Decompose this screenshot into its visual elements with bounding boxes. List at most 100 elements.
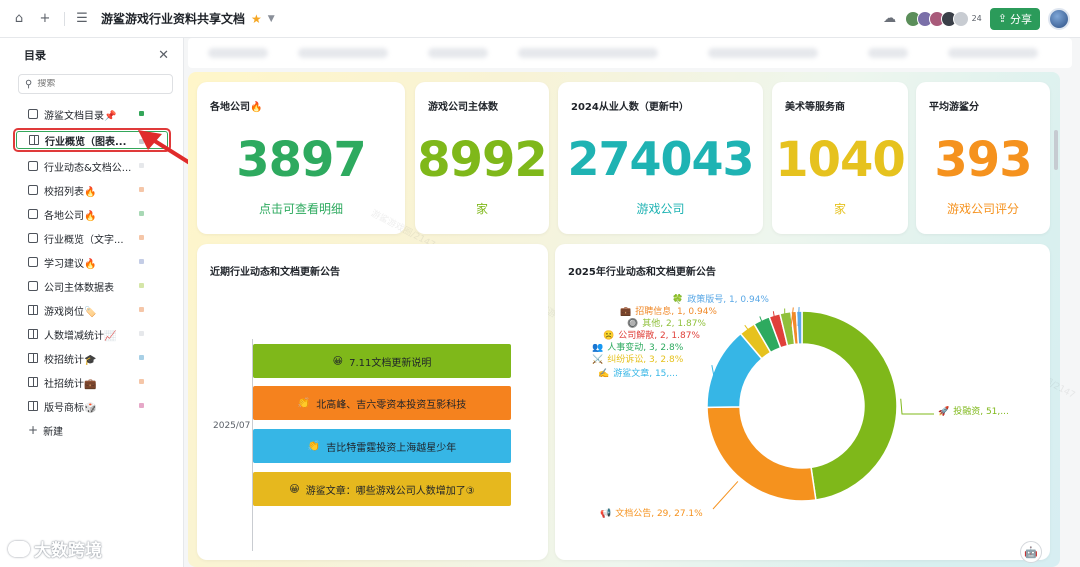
search-input[interactable] xyxy=(37,79,148,89)
share-label: 分享 xyxy=(1010,12,1032,26)
sidebar-item[interactable]: 校招列表🔥 xyxy=(0,178,183,202)
kpi-card[interactable]: 2024从业人数（更新中） 274043 游戏公司 xyxy=(558,82,763,234)
timeline-item-text: 7.11文档更新说明 xyxy=(349,357,432,369)
timeline-item-text: 吉比特雷霆投资上海越星少年 xyxy=(326,442,457,454)
donut-label: 🔘 其他, 2, 1.87% xyxy=(627,317,706,329)
donut-label: 🍀 政策版号, 1, 0.94% xyxy=(672,293,769,305)
timeline-item[interactable]: 😀 游鲨文章：哪些游戏公司人数增加了③ xyxy=(253,472,511,506)
status-dot xyxy=(139,211,144,216)
donut-slice[interactable] xyxy=(706,406,817,502)
home-icon[interactable]: ⌂ xyxy=(14,11,24,26)
donut-label-emoji: 🔘 xyxy=(627,317,638,329)
star-icon[interactable]: ★ xyxy=(251,11,262,26)
donut-leader-line xyxy=(711,365,716,383)
donut-label-text: 纠纷诉讼, 3, 2.8% xyxy=(607,353,683,365)
sidebar-item[interactable]: 版号商标🎲 xyxy=(0,394,183,418)
kpi-value: 274043 xyxy=(567,132,754,186)
kpi-value: 393 xyxy=(934,132,1032,188)
donut-slice[interactable] xyxy=(801,310,898,501)
status-dot xyxy=(139,259,144,264)
kpi-subtitle: 游戏公司评分 xyxy=(946,202,1019,216)
donut-leader-line xyxy=(744,324,761,347)
grid-icon xyxy=(28,353,38,363)
kpi-card[interactable]: 各地公司🔥 3897 点击可查看明细 xyxy=(197,82,405,234)
donut-leader-line xyxy=(900,398,934,415)
kpi-subtitle: 游戏公司 xyxy=(636,202,685,216)
sidebar-item-label: 版号商标🎲 xyxy=(44,402,97,414)
sidebar: 目录 ✕ ⚲ 游鲨文档目录📌 行业概览（图表... 行业动态&文档公... 校招列表🔥… xyxy=(0,38,184,567)
new-button[interactable]: + 新建 xyxy=(0,418,183,442)
kpi-card[interactable]: 美术等服务商 1040 家 xyxy=(772,82,908,234)
sidebar-item-label: 校招列表🔥 xyxy=(44,186,97,198)
sidebar-title: 目录 xyxy=(24,49,46,62)
top-bar: ⌂ + ☰ 游鲨游戏行业资料共享文档 ★ ▼ ☁ 24 ⇪ 分享 xyxy=(0,0,1080,38)
grid-icon xyxy=(28,377,38,387)
kpi-card[interactable]: 平均游鲨分 393 游戏公司评分 xyxy=(916,82,1050,234)
donut-leader-line xyxy=(712,481,739,510)
kpi-title: 各地公司🔥 xyxy=(210,102,263,113)
status-dot xyxy=(139,235,144,240)
user-avatar[interactable] xyxy=(1048,7,1070,30)
avatar xyxy=(952,10,969,27)
table-icon xyxy=(28,185,38,195)
scrollbar[interactable] xyxy=(1054,130,1058,170)
divider xyxy=(64,11,65,26)
sidebar-item-label: 校招统计🎓 xyxy=(44,354,97,366)
timeline-item-text: 北高峰、吉六零资本投资互影科技 xyxy=(316,399,467,411)
sidebar-item[interactable]: 学习建议🔥 xyxy=(0,250,183,274)
sidebar-item[interactable]: 社招统计💼 xyxy=(0,370,183,394)
menu-icon[interactable]: ☰ xyxy=(76,11,88,26)
sidebar-item[interactable]: 行业概览（文字... xyxy=(0,226,183,250)
donut-label-emoji: 🚀 xyxy=(938,405,949,417)
sidebar-item-label: 行业概览（图表... xyxy=(45,136,127,148)
donut-label: 👥 人事变动, 3, 2.8% xyxy=(592,341,684,353)
donut-label-emoji: ⚔️ xyxy=(592,353,603,365)
donut-leader-line xyxy=(797,307,800,327)
status-dot xyxy=(139,139,144,144)
doc-icon xyxy=(28,109,38,119)
sidebar-item[interactable]: 人数增减统计📈 xyxy=(0,322,183,346)
doc-icon xyxy=(28,161,38,171)
kpi-card[interactable]: 游戏公司主体数 8992 家 xyxy=(415,82,549,234)
sidebar-item[interactable]: 各地公司🔥 xyxy=(0,202,183,226)
chevron-down-icon[interactable]: ▼ xyxy=(267,13,275,24)
timeline-item[interactable]: 😀 7.11文档更新说明 xyxy=(253,344,511,378)
sidebar-item-label: 社招统计💼 xyxy=(44,378,97,390)
sidebar-item[interactable]: 行业概览（图表... xyxy=(13,128,171,152)
timeline-panel: 近期行业动态和文档更新公告 2025/07 😀 7.11文档更新说明 👏 北高峰、吉六… xyxy=(197,244,548,560)
collaborator-count: 24 xyxy=(971,14,982,23)
timeline-item[interactable]: 👏 吉比特雷霆投资上海越星少年 xyxy=(253,429,511,463)
donut-chart: 🚀 投融资, 51,... 📢 文档公告, 29, 27.1% ✍️ 游鲨文章, 15,.… xyxy=(592,293,1009,519)
sidebar-item[interactable]: 游戏岗位🏷️ xyxy=(0,298,183,322)
close-icon[interactable]: ✕ xyxy=(158,47,169,63)
document-title[interactable]: 游鲨游戏行业资料共享文档 xyxy=(101,12,246,26)
sidebar-item[interactable]: 公司主体数据表 xyxy=(0,274,183,298)
sidebar-item[interactable]: 校招统计🎓 xyxy=(0,346,183,370)
assistant-icon[interactable]: 🤖 xyxy=(1020,541,1042,563)
kpi-subtitle: 家 xyxy=(833,202,846,216)
donut-slice[interactable] xyxy=(795,310,803,345)
timeline-item-text: 游鲨文章：哪些游戏公司人数增加了③ xyxy=(305,485,475,497)
donut-label-text: 招聘信息, 1, 0.94% xyxy=(635,305,717,317)
brand-name: 大数跨境 xyxy=(34,541,102,561)
donut-label: ✍️ 游鲨文章, 15,... xyxy=(598,367,678,379)
timeline-item[interactable]: 👏 北高峰、吉六零资本投资互影科技 xyxy=(253,386,511,420)
timeline-item-emoji: 😀 xyxy=(289,483,300,495)
plus-icon[interactable]: + xyxy=(39,11,51,26)
sidebar-item[interactable]: 行业动态&文档公... xyxy=(0,154,183,178)
donut-chart-panel: 2025年行业动态和文档更新公告 🚀 投融资, 51,... 📢 文档公告, 29, … xyxy=(555,244,1050,560)
chart-title: 2025年行业动态和文档更新公告 xyxy=(568,267,716,278)
collaborator-avatars[interactable]: 24 xyxy=(904,10,982,27)
share-button[interactable]: ⇪ 分享 xyxy=(989,7,1040,30)
kpi-title: 美术等服务商 xyxy=(785,102,845,113)
cloud-icon[interactable]: ☁ xyxy=(883,11,897,26)
kpi-title: 平均游鲨分 xyxy=(929,102,979,113)
kpi-title: 2024从业人数（更新中） xyxy=(571,102,689,113)
sidebar-search[interactable]: ⚲ xyxy=(18,74,173,94)
donut-label-emoji: 👥 xyxy=(592,343,603,353)
sidebar-item-label: 公司主体数据表 xyxy=(44,282,114,294)
table-icon xyxy=(28,281,38,291)
sidebar-item[interactable]: 游鲨文档目录📌 xyxy=(0,102,183,126)
donut-label-emoji: 💼 xyxy=(620,306,631,317)
brand-watermark: 大数跨境 xyxy=(8,536,102,561)
